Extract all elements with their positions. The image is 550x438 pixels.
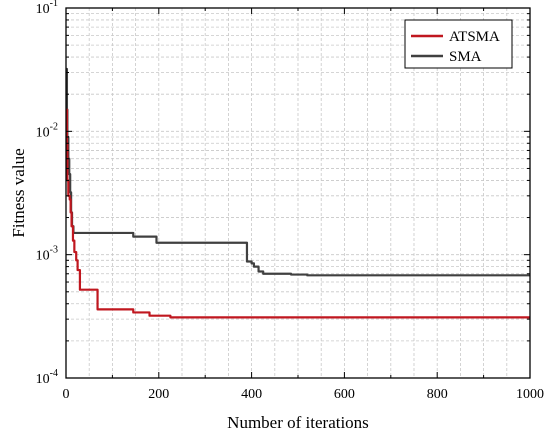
y-tick-labels: 10-4 10-3 10-2 10-1	[36, 0, 58, 387]
legend-label: ATSMA	[449, 29, 500, 45]
x-tick-label: 200	[148, 387, 169, 402]
x-tick-label: 600	[334, 387, 355, 402]
series-line-atsma	[65, 108, 530, 319]
legend-label: SMA	[449, 49, 482, 65]
legend: ATSMA SMA	[404, 19, 513, 69]
x-axis-title: Number of iterations	[227, 413, 369, 432]
y-tick-label: 10-1	[36, 0, 58, 17]
x-tick-label: 800	[427, 387, 448, 402]
y-tick-label: 10-4	[36, 368, 58, 387]
y-tick-label: 10-3	[36, 245, 58, 264]
x-tick-label: 1000	[516, 387, 544, 402]
x-tick-labels: 0 200 400 600 800 1000	[63, 387, 545, 402]
x-tick-label: 400	[241, 387, 262, 402]
axis-ticks	[65, 7, 531, 379]
y-tick-label: 10-2	[36, 121, 58, 140]
legend-box	[404, 19, 513, 69]
y-axis-title: Fitness value	[9, 148, 28, 237]
x-tick-label: 0	[63, 387, 70, 402]
grid	[66, 8, 530, 378]
